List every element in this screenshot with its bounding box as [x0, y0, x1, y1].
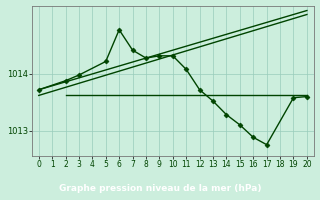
Text: Graphe pression niveau de la mer (hPa): Graphe pression niveau de la mer (hPa) [59, 184, 261, 193]
